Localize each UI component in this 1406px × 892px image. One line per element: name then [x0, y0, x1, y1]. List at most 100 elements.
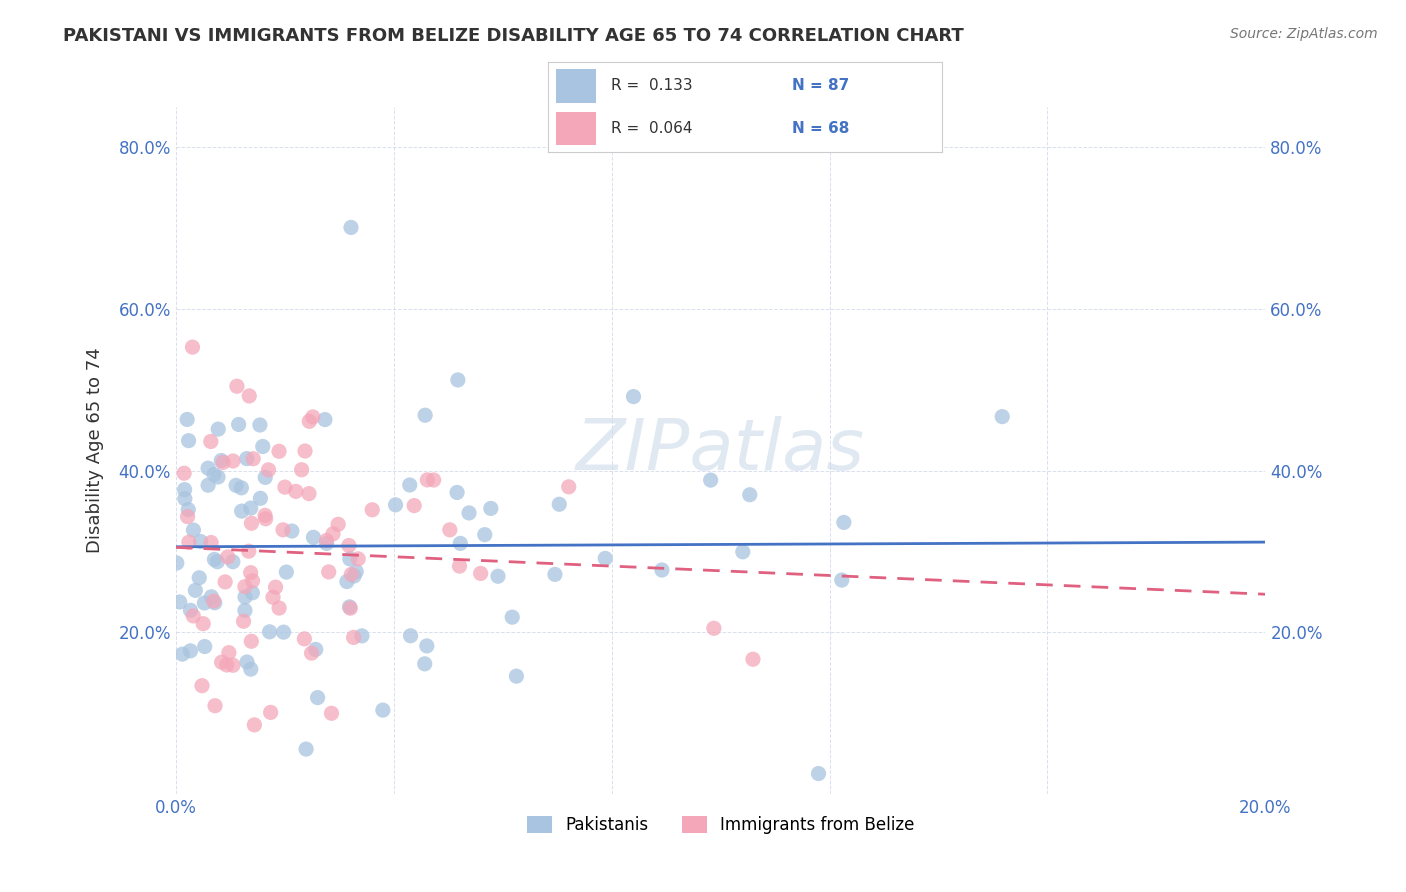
Pakistanis — [281, 524, 304, 538]
Immigrants from Belize — [439, 523, 461, 537]
Pakistanis — [384, 498, 406, 512]
Pakistanis — [593, 551, 616, 566]
Pakistanis — [177, 502, 200, 516]
Pakistanis — [169, 595, 191, 609]
Immigrants from Belize — [215, 657, 238, 672]
Immigrants from Belize — [240, 516, 263, 531]
Pakistanis — [832, 516, 855, 530]
Pakistanis — [623, 390, 645, 404]
Pakistanis — [228, 417, 250, 432]
Immigrants from Belize — [558, 480, 581, 494]
Pakistanis — [307, 690, 329, 705]
Immigrants from Belize — [264, 580, 287, 594]
Pakistanis — [193, 596, 215, 610]
Immigrants from Belize — [284, 484, 307, 499]
Immigrants from Belize — [262, 591, 284, 605]
Immigrants from Belize — [240, 634, 263, 648]
Immigrants from Belize — [202, 594, 225, 608]
Legend: Pakistanis, Immigrants from Belize: Pakistanis, Immigrants from Belize — [520, 809, 921, 840]
Pakistanis — [340, 220, 363, 235]
Immigrants from Belize — [181, 340, 204, 354]
Immigrants from Belize — [449, 559, 471, 574]
Pakistanis — [207, 470, 229, 484]
Pakistanis — [505, 669, 527, 683]
Pakistanis — [184, 583, 207, 598]
Pakistanis — [231, 504, 253, 518]
Pakistanis — [252, 440, 274, 454]
Pakistanis — [315, 536, 337, 550]
Pakistanis — [194, 640, 217, 654]
Immigrants from Belize — [322, 526, 344, 541]
Pakistanis — [231, 481, 253, 495]
Pakistanis — [474, 527, 496, 541]
Pakistanis — [225, 478, 247, 492]
Immigrants from Belize — [257, 463, 280, 477]
Immigrants from Belize — [301, 646, 323, 660]
Pakistanis — [273, 625, 295, 640]
Immigrants from Belize — [238, 389, 260, 403]
Immigrants from Belize — [347, 552, 370, 566]
Pakistanis — [416, 639, 439, 653]
Pakistanis — [501, 610, 523, 624]
Pakistanis — [209, 453, 232, 467]
Immigrants from Belize — [703, 621, 725, 635]
Immigrants from Belize — [315, 533, 337, 548]
Pakistanis — [166, 556, 188, 570]
Pakistanis — [651, 563, 673, 577]
Text: N = 87: N = 87 — [793, 78, 849, 93]
Immigrants from Belize — [274, 480, 297, 494]
Immigrants from Belize — [222, 454, 245, 468]
Pakistanis — [413, 657, 436, 671]
Pakistanis — [179, 644, 201, 658]
Pakistanis — [699, 473, 721, 487]
Immigrants from Belize — [177, 535, 200, 549]
Pakistanis — [176, 412, 198, 426]
Pakistanis — [344, 565, 367, 579]
Immigrants from Belize — [238, 544, 260, 558]
Pakistanis — [339, 599, 361, 614]
Immigrants from Belize — [211, 655, 233, 669]
Immigrants from Belize — [294, 444, 316, 458]
Pakistanis — [233, 603, 256, 617]
Pakistanis — [350, 629, 373, 643]
Immigrants from Belize — [212, 455, 235, 469]
Pakistanis — [236, 451, 259, 466]
Immigrants from Belize — [217, 549, 239, 564]
Pakistanis — [259, 624, 281, 639]
Immigrants from Belize — [343, 631, 366, 645]
Immigrants from Belize — [742, 652, 765, 666]
Pakistanis — [413, 408, 436, 422]
Pakistanis — [731, 545, 754, 559]
Immigrants from Belize — [291, 463, 314, 477]
Pakistanis — [446, 485, 468, 500]
Immigrants from Belize — [340, 567, 363, 582]
FancyBboxPatch shape — [557, 112, 596, 145]
Pakistanis — [314, 412, 336, 426]
Pakistanis — [172, 647, 194, 661]
Pakistanis — [399, 629, 422, 643]
Immigrants from Belize — [181, 608, 204, 623]
Pakistanis — [343, 569, 366, 583]
Pakistanis — [738, 488, 761, 502]
Immigrants from Belize — [200, 535, 222, 549]
Pakistanis — [197, 461, 219, 475]
Immigrants from Belize — [176, 509, 198, 524]
Text: R =  0.064: R = 0.064 — [612, 121, 693, 136]
Pakistanis — [458, 506, 481, 520]
Pakistanis — [222, 555, 245, 569]
Immigrants from Belize — [301, 409, 323, 424]
Pakistanis — [190, 534, 212, 549]
Pakistanis — [339, 552, 361, 566]
Pakistanis — [479, 501, 502, 516]
Immigrants from Belize — [269, 601, 291, 615]
Immigrants from Belize — [214, 574, 236, 589]
Pakistanis — [398, 478, 420, 492]
Pakistanis — [486, 569, 509, 583]
Immigrants from Belize — [232, 614, 254, 628]
Pakistanis — [447, 373, 470, 387]
Immigrants from Belize — [321, 706, 343, 721]
Immigrants from Belize — [242, 574, 264, 588]
Pakistanis — [202, 552, 225, 566]
Immigrants from Belize — [404, 499, 426, 513]
Pakistanis — [302, 530, 325, 544]
